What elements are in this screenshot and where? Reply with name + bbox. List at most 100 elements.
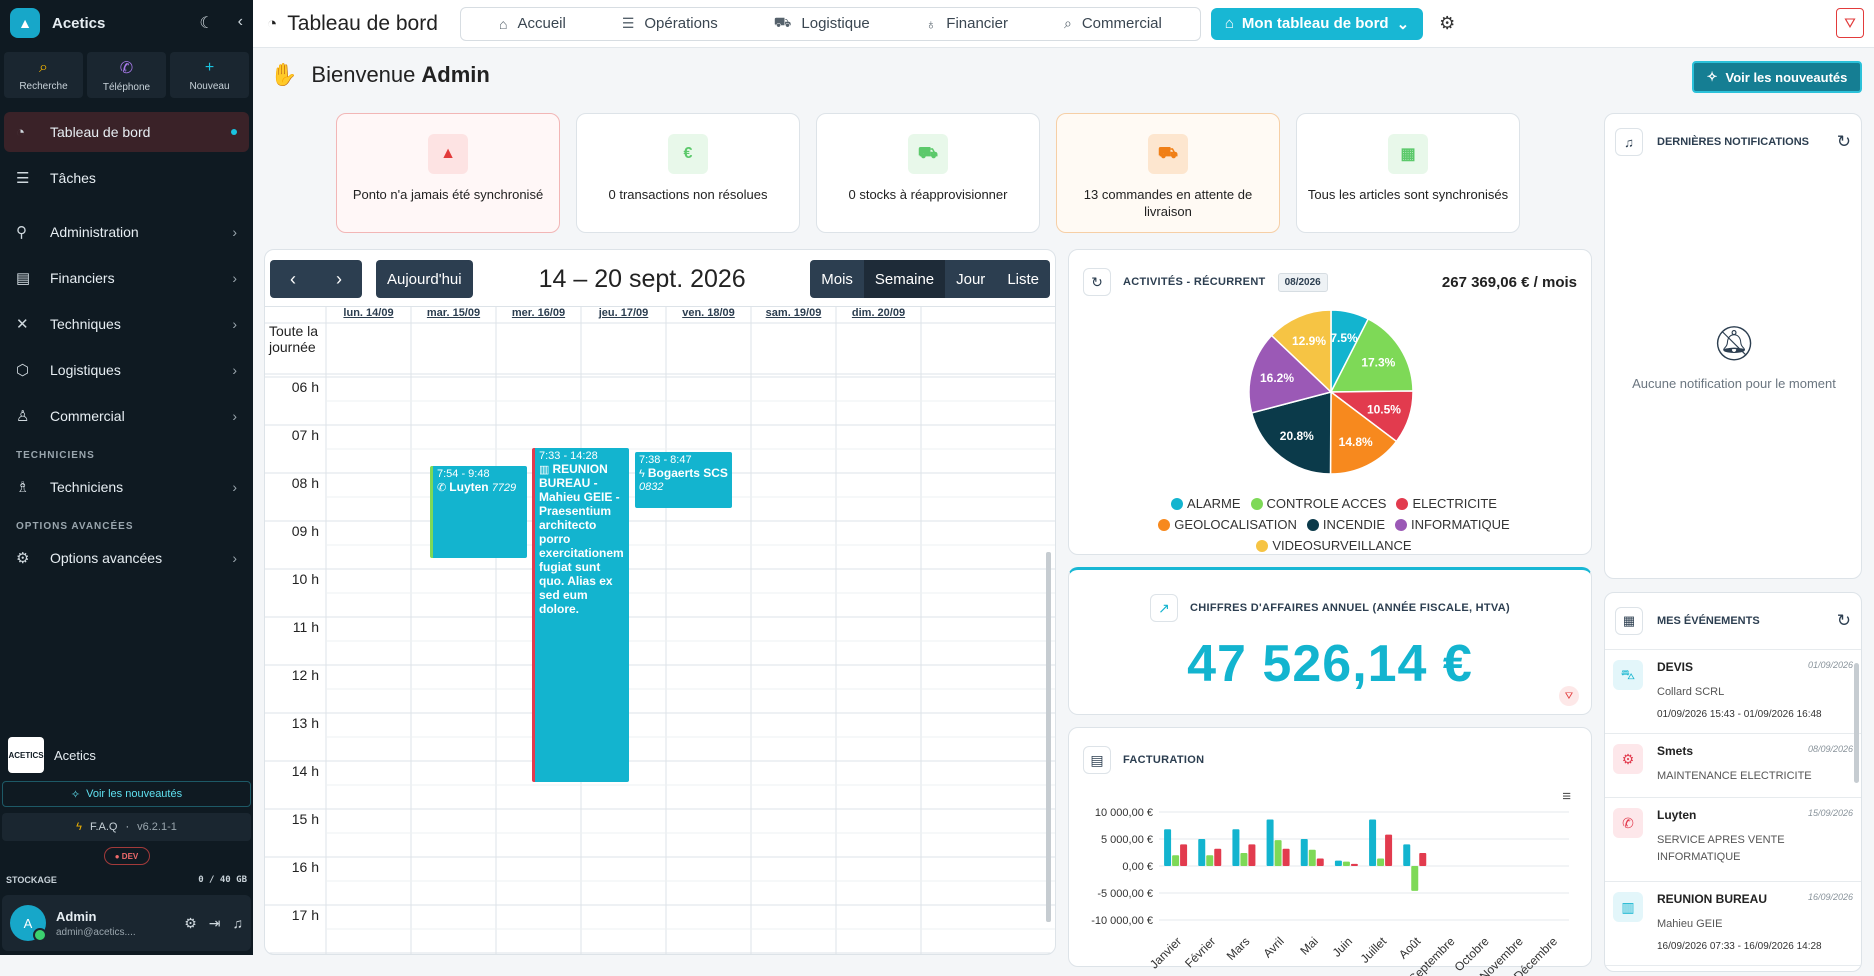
tab-accueil[interactable]: ⌂ Accueil — [499, 15, 566, 32]
day-header[interactable]: dim. 20/09 — [851, 307, 906, 319]
pie-slice[interactable] — [1248, 334, 1333, 414]
news-button[interactable]: ✧ Voir les nouveautés — [1692, 61, 1862, 93]
calendar-event[interactable]: 7:33 - 14:28 ▥ REUNION BUREAU - Mahieu G… — [532, 448, 629, 782]
legend-item[interactable]: ELECTRICITE — [1396, 496, 1497, 511]
view-list[interactable]: Liste — [1007, 270, 1039, 288]
brand-logo-icon[interactable]: ▲ — [10, 8, 40, 38]
organization[interactable]: ACETICS Acetics — [0, 733, 253, 777]
bar[interactable] — [1300, 839, 1308, 866]
legend-item[interactable]: INCENDIE — [1306, 517, 1385, 532]
bar[interactable] — [1274, 840, 1282, 866]
bar[interactable] — [1316, 858, 1324, 866]
sidebar-item-techniciens[interactable]: ♗ Techniciens › — [16, 479, 237, 496]
events-scrollbar[interactable] — [1854, 663, 1859, 783]
bar[interactable] — [1164, 829, 1172, 866]
pie-slice[interactable] — [1329, 390, 1398, 475]
bar[interactable] — [1403, 844, 1411, 866]
alert-card-articles[interactable]: ▦ Tous les articles sont synchronisés — [1296, 113, 1520, 233]
bar[interactable] — [1369, 819, 1377, 866]
logout-icon[interactable]: ⇥ — [208, 914, 221, 931]
bar[interactable] — [1198, 839, 1206, 866]
bell-icon[interactable]: ♫ — [232, 914, 244, 931]
legend-item[interactable]: INFORMATIQUE — [1395, 517, 1510, 532]
day-header[interactable]: lun. 14/09 — [343, 307, 394, 319]
gear-icon[interactable]: ⚙ — [184, 914, 197, 931]
next-week-button[interactable]: › — [336, 268, 342, 289]
tab-operations[interactable]: ☰ Opérations — [621, 15, 718, 32]
bar[interactable] — [1419, 853, 1427, 866]
bar[interactable] — [1206, 855, 1214, 866]
bar[interactable] — [1411, 866, 1419, 891]
bar[interactable] — [1377, 858, 1385, 866]
refresh-icon[interactable]: ↻ — [1083, 268, 1111, 296]
event-item[interactable]: ▥ REUNION BUREAU 16/09/2026 Mahieu GEIE 1… — [1605, 882, 1861, 966]
bar[interactable] — [1282, 848, 1290, 866]
filter-icon[interactable]: ⛛ — [1559, 686, 1579, 706]
chart-menu-icon[interactable]: ≡ — [1562, 788, 1571, 805]
sidebar-item-techniques[interactable]: ✕ Techniques › — [16, 316, 237, 333]
event-item[interactable]: ⚙ Smets 08/09/2026 MAINTENANCE ELECTRICIT… — [1605, 734, 1861, 798]
quick-search-button[interactable]: ⌕ Recherche — [4, 52, 83, 98]
sidebar-item-dashboard[interactable]: ◔ Tableau de bord — [4, 112, 249, 152]
bar[interactable] — [1342, 861, 1350, 866]
calendar-event[interactable]: 7:38 - 8:47 ϟ Bogaerts SCS 0832 — [635, 452, 732, 508]
bar[interactable] — [1248, 844, 1256, 866]
day-header[interactable]: mar. 15/09 — [426, 307, 481, 319]
day-header[interactable]: ven. 18/09 — [682, 307, 735, 319]
today-button[interactable]: Aujourd'hui — [376, 260, 473, 298]
legend-item[interactable]: ALARME — [1171, 496, 1241, 511]
sidebar-item-logistiques[interactable]: ⬡ Logistiques › — [16, 362, 237, 379]
avatar[interactable]: A — [10, 905, 47, 942]
bar[interactable] — [1350, 863, 1358, 866]
view-month[interactable]: Mois — [821, 270, 853, 288]
tab-commercial[interactable]: ⌕ Commercial — [1063, 15, 1162, 32]
bar[interactable] — [1266, 819, 1274, 866]
alert-card-ponto[interactable]: ▲ Ponto n'a jamais été synchronisé — [336, 113, 560, 233]
pie-label: 20.8% — [1280, 429, 1314, 443]
bar[interactable] — [1308, 849, 1316, 866]
bar[interactable] — [1240, 853, 1248, 866]
faq-link[interactable]: ϟ F.A.Q · v6.2.1-1 — [2, 813, 251, 841]
bar[interactable] — [1232, 829, 1240, 866]
collapse-sidebar-icon[interactable]: ‹ — [237, 13, 243, 30]
dark-mode-icon[interactable]: ☾ — [199, 15, 214, 32]
calendar-event[interactable]: 7:54 - 9:48 ✆ Luyten 7729 — [430, 466, 527, 558]
event-item[interactable]: ✆ Luyten 15/09/2026 SERVICE APRES VENTE I… — [1605, 798, 1861, 882]
view-week[interactable]: Semaine — [863, 260, 946, 298]
sidebar-item-tasks[interactable]: ☰ Tâches — [16, 170, 96, 187]
refresh-icon[interactable]: ↻ — [1836, 132, 1851, 151]
prev-week-button[interactable]: ‹ — [290, 268, 296, 289]
pie-slice[interactable] — [1250, 391, 1332, 475]
filter-icon[interactable]: ⛛ — [1836, 8, 1864, 38]
bar[interactable] — [1385, 834, 1393, 866]
tab-financier[interactable]: ♁ Financier — [925, 15, 1008, 32]
gear-icon[interactable]: ⚙ — [1439, 13, 1456, 33]
legend-item[interactable]: VIDEOSURVEILLANCE — [1256, 538, 1412, 553]
bar[interactable] — [1180, 844, 1188, 866]
news-sidebar-button[interactable]: ✧ Voir les nouveautés — [2, 781, 251, 807]
day-header[interactable]: sam. 19/09 — [765, 307, 822, 319]
quick-phone-button[interactable]: ✆ Téléphone — [87, 52, 166, 98]
alert-card-stocks[interactable]: ⛟ 0 stocks à réapprovisionner — [816, 113, 1040, 233]
pie-slice[interactable] — [1329, 317, 1414, 393]
sidebar-item-commercial[interactable]: ♙ Commercial › — [16, 408, 237, 425]
legend-item[interactable]: CONTROLE ACCES — [1250, 496, 1386, 511]
bar[interactable] — [1334, 860, 1342, 866]
my-dashboard-dropdown[interactable]: ⌂ Mon tableau de bord ⌄ — [1210, 7, 1424, 40]
pie-slice[interactable] — [1270, 310, 1332, 394]
bar[interactable] — [1172, 855, 1180, 866]
bar[interactable] — [1214, 848, 1222, 866]
alert-card-orders[interactable]: ⛟ 13 commandes en attente de livraison — [1056, 113, 1280, 233]
sidebar-item-financiers[interactable]: ▤ Financiers › — [16, 270, 237, 287]
view-day[interactable]: Jour — [956, 270, 986, 288]
sidebar-item-options[interactable]: ⚙ Options avancées › — [16, 550, 237, 567]
tab-logistique[interactable]: ⛟ Logistique — [773, 14, 870, 32]
alert-card-transactions[interactable]: € 0 transactions non résolues — [576, 113, 800, 233]
sidebar-item-administration[interactable]: ⚲ Administration › — [16, 224, 237, 241]
refresh-icon[interactable]: ↻ — [1836, 611, 1851, 630]
legend-item[interactable]: GEOLOCALISATION — [1158, 517, 1297, 532]
day-header[interactable]: jeu. 17/09 — [598, 307, 649, 319]
quick-new-button[interactable]: + Nouveau — [170, 52, 249, 98]
event-item[interactable]: ⛍ DEVIS 01/09/2026 Collard SCRL 01/09/202… — [1605, 650, 1861, 734]
day-header[interactable]: mer. 16/09 — [511, 307, 566, 319]
